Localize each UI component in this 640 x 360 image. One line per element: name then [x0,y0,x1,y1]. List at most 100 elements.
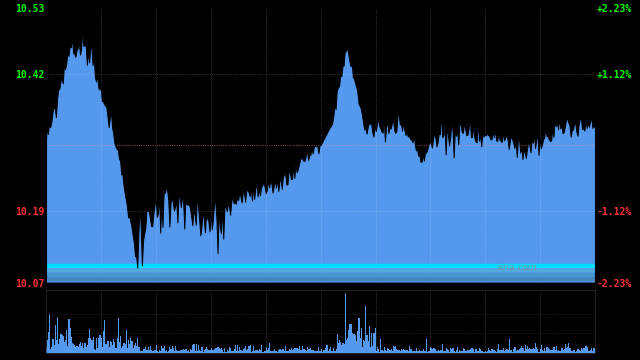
Bar [159,350,160,353]
Bar [112,345,113,353]
Bar [438,351,440,353]
Bar [522,348,524,353]
Bar [280,350,282,353]
Bar [387,348,388,353]
Bar [332,351,333,353]
Bar [125,330,127,353]
Bar [57,317,58,353]
Bar [468,350,470,353]
Bar [51,347,52,353]
Bar [193,345,195,353]
Bar [333,348,334,353]
Bar [202,347,203,353]
Bar [218,347,219,353]
Bar [344,344,345,353]
Bar [460,350,461,353]
Bar [358,318,360,353]
Bar [520,348,521,353]
Bar [245,346,246,353]
Bar [331,351,332,353]
Bar [200,351,202,353]
Bar [367,341,369,353]
Bar [262,352,263,353]
Bar [212,350,213,353]
Bar [45,347,47,353]
Bar [484,351,486,353]
Bar [433,348,434,353]
Bar [440,350,441,353]
Bar [141,351,142,353]
Bar [445,348,447,353]
Bar [46,277,595,280]
Bar [497,349,499,353]
Bar [395,346,396,353]
Bar [472,348,473,353]
Bar [222,350,223,353]
Bar [301,350,302,353]
Bar [88,338,89,353]
Bar [388,349,389,353]
Bar [148,350,150,353]
Bar [77,347,79,353]
Bar [432,349,433,353]
Bar [552,350,554,353]
Bar [261,345,262,353]
Bar [113,339,115,353]
Bar [431,348,432,353]
Bar [127,347,128,353]
Bar [361,328,362,353]
Bar [241,351,243,353]
Bar [328,351,329,353]
Bar [275,351,276,353]
Bar [204,350,205,353]
Bar [373,333,374,353]
Bar [135,343,136,353]
Bar [143,349,144,353]
Bar [509,339,510,353]
Bar [273,351,274,353]
Bar [111,342,112,353]
Bar [46,273,595,275]
Bar [283,349,284,353]
Bar [381,350,383,353]
Bar [544,348,545,353]
Bar [137,338,138,353]
Bar [251,352,252,353]
Bar [393,346,394,353]
Bar [422,348,424,353]
Bar [377,347,378,353]
Bar [164,351,166,353]
Bar [147,350,148,353]
Bar [308,349,309,353]
Bar [276,351,277,353]
Bar [167,352,168,353]
Bar [495,351,496,353]
Bar [239,347,241,353]
Bar [455,352,456,353]
Bar [235,345,236,353]
Bar [176,350,177,353]
Bar [144,349,145,353]
Bar [519,349,520,353]
Bar [60,334,61,353]
Bar [394,347,395,353]
Bar [550,350,551,353]
Bar [154,350,156,353]
Bar [230,348,231,353]
Bar [426,339,428,353]
Bar [392,351,393,353]
Bar [326,345,328,353]
Bar [259,348,260,353]
Bar [409,346,410,353]
Bar [379,351,380,353]
Bar [345,293,346,353]
Bar [191,351,192,353]
Bar [87,345,88,353]
Bar [203,351,204,353]
Bar [479,348,480,353]
Bar [371,333,372,353]
Bar [456,350,457,353]
Bar [351,333,353,353]
Bar [220,348,221,353]
Bar [572,351,573,353]
